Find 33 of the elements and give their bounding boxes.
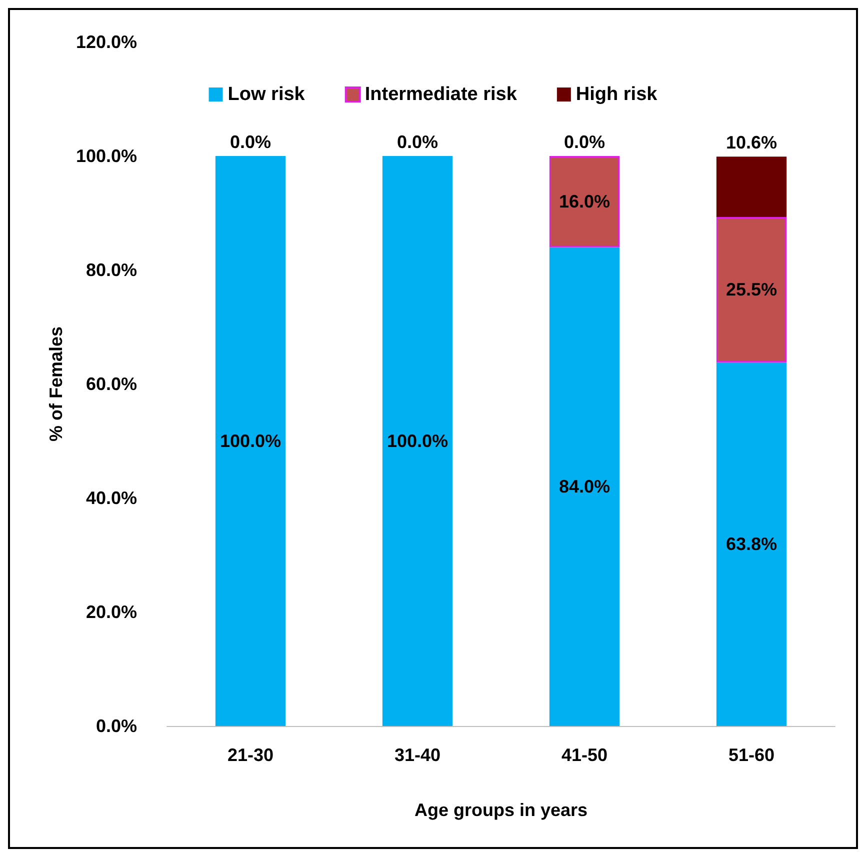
data-label: 0.0% — [564, 132, 606, 152]
y-tick-label: 120.0% — [76, 32, 137, 52]
data-label: 16.0% — [558, 192, 610, 212]
legend-label: Intermediate risk — [364, 84, 518, 105]
y-tick-label: 0.0% — [96, 716, 137, 736]
x-axis-title: Age groups in years — [414, 800, 588, 820]
data-label: 63.8% — [726, 534, 778, 554]
y-tick-label: 40.0% — [86, 488, 137, 508]
y-tick-label: 20.0% — [86, 602, 137, 622]
legend-label: Low risk — [228, 84, 306, 105]
y-tick-label: 60.0% — [86, 374, 137, 394]
y-tick-label: 80.0% — [86, 260, 137, 280]
y-axis-title: % of Females — [46, 326, 66, 442]
bar — [549, 247, 620, 726]
bar — [382, 156, 453, 726]
data-label: 84.0% — [558, 476, 610, 497]
bar — [716, 216, 787, 362]
bar — [215, 156, 286, 726]
bar — [716, 362, 787, 726]
data-label: 100.0% — [220, 431, 282, 451]
bar — [549, 156, 620, 248]
data-label: 100.0% — [386, 431, 448, 451]
legend-label: High risk — [576, 84, 658, 105]
x-tick-label: 51-60 — [728, 745, 775, 765]
y-tick-label: 100.0% — [76, 146, 137, 166]
data-label: 0.0% — [230, 132, 272, 152]
data-label: 10.6% — [726, 132, 778, 153]
data-label: 25.5% — [726, 280, 778, 300]
x-tick-label: 21-30 — [227, 745, 274, 765]
x-tick-label: 41-50 — [561, 745, 608, 765]
data-label: 0.0% — [396, 132, 438, 152]
x-tick-label: 31-40 — [394, 745, 441, 765]
bar — [716, 156, 787, 217]
